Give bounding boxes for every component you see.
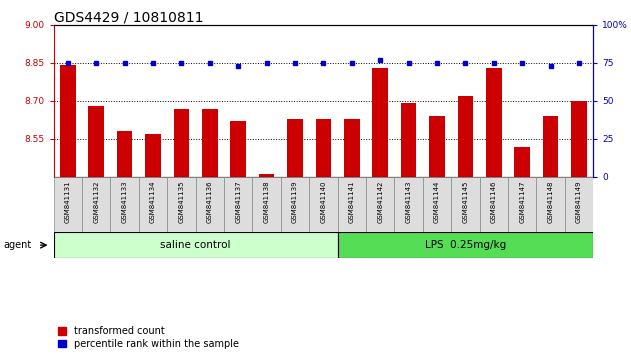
Bar <box>338 232 593 258</box>
Bar <box>316 119 331 177</box>
Text: GSM841134: GSM841134 <box>150 181 156 223</box>
Bar <box>394 177 423 232</box>
Bar <box>281 177 309 232</box>
Bar <box>309 177 338 232</box>
Bar <box>224 177 252 232</box>
Bar <box>88 106 104 177</box>
Text: GSM841141: GSM841141 <box>349 181 355 223</box>
Bar <box>514 147 530 177</box>
Bar <box>110 177 139 232</box>
Text: GSM841142: GSM841142 <box>377 181 383 223</box>
Bar <box>167 177 196 232</box>
Bar <box>139 177 167 232</box>
Bar <box>230 121 246 177</box>
Bar <box>565 177 593 232</box>
Bar <box>252 177 281 232</box>
Bar <box>457 96 473 177</box>
Bar <box>543 116 558 177</box>
Bar <box>480 177 508 232</box>
Bar <box>54 177 82 232</box>
Bar <box>508 177 536 232</box>
Text: GSM841136: GSM841136 <box>207 181 213 223</box>
Text: GSM841149: GSM841149 <box>576 181 582 223</box>
Text: GSM841148: GSM841148 <box>548 181 553 223</box>
Bar <box>536 177 565 232</box>
Text: saline control: saline control <box>160 240 231 250</box>
Bar <box>287 119 303 177</box>
Text: agent: agent <box>3 240 32 250</box>
Text: GSM841135: GSM841135 <box>179 181 184 223</box>
Text: GSM841146: GSM841146 <box>491 181 497 223</box>
Bar <box>174 109 189 177</box>
Text: GSM841132: GSM841132 <box>93 181 99 223</box>
Bar <box>372 68 388 177</box>
Text: GSM841139: GSM841139 <box>292 181 298 223</box>
Text: GDS4429 / 10810811: GDS4429 / 10810811 <box>54 11 203 25</box>
Bar <box>344 119 360 177</box>
Text: GSM841147: GSM841147 <box>519 181 525 223</box>
Text: GSM841140: GSM841140 <box>321 181 326 223</box>
Text: GSM841143: GSM841143 <box>406 181 411 223</box>
Bar <box>196 177 224 232</box>
Text: GSM841131: GSM841131 <box>65 181 71 223</box>
Bar <box>401 103 416 177</box>
Text: GSM841133: GSM841133 <box>122 181 127 223</box>
Bar <box>202 109 218 177</box>
Bar <box>117 131 133 177</box>
Bar <box>82 177 110 232</box>
Bar <box>429 116 445 177</box>
Bar <box>259 175 274 177</box>
Bar <box>571 101 587 177</box>
Text: GSM841144: GSM841144 <box>434 181 440 223</box>
Text: GSM841145: GSM841145 <box>463 181 468 223</box>
Bar <box>60 65 76 177</box>
Legend: transformed count, percentile rank within the sample: transformed count, percentile rank withi… <box>59 326 239 349</box>
Bar <box>486 68 502 177</box>
Bar <box>338 177 366 232</box>
Text: LPS  0.25mg/kg: LPS 0.25mg/kg <box>425 240 506 250</box>
Bar <box>366 177 394 232</box>
Bar <box>54 232 338 258</box>
Bar <box>423 177 451 232</box>
Text: GSM841137: GSM841137 <box>235 181 241 223</box>
Text: GSM841138: GSM841138 <box>264 181 269 223</box>
Bar <box>451 177 480 232</box>
Bar <box>145 134 161 177</box>
